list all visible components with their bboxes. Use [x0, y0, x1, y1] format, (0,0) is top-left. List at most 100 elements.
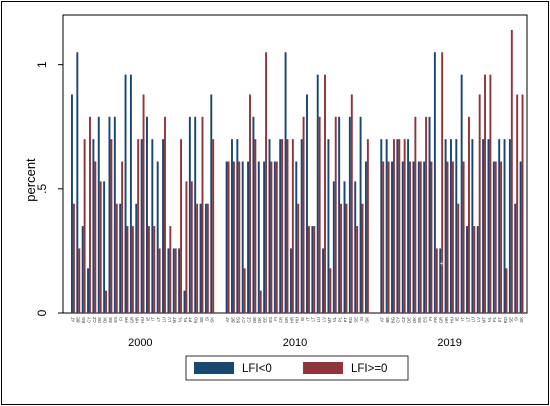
category-label: FR [433, 317, 438, 323]
category-label: IT [460, 317, 465, 321]
legend-label-lfi-neg: LFI<0 [242, 363, 272, 375]
bar-lfi-pos [265, 52, 268, 313]
category-label: CZ [401, 317, 406, 323]
bar-lfi-pos [275, 161, 278, 313]
bar-lfi-pos [387, 161, 390, 313]
category-label: SE [199, 317, 204, 323]
category-label: IE [145, 317, 150, 321]
plot-area [62, 14, 528, 314]
bar-lfi-neg [252, 116, 255, 313]
bar-lfi-neg [167, 248, 170, 313]
bar-lfi-neg [289, 248, 292, 313]
bar-lfi-neg [385, 139, 388, 313]
category-label: RO [503, 316, 508, 323]
bar-lfi-pos [313, 226, 316, 313]
bar-lfi-neg [188, 116, 191, 313]
bar-lfi-neg [338, 116, 341, 313]
bar-lfi-neg [396, 139, 399, 313]
category-label: SK [519, 317, 524, 323]
bar-lfi-pos [382, 161, 385, 313]
bar-lfi-pos [366, 139, 369, 313]
category-label: IE [300, 317, 305, 321]
bar-lfi-pos [500, 161, 503, 313]
bar-lfi-pos [419, 161, 422, 313]
category-label: NL [487, 316, 492, 322]
category-label: CZ [92, 317, 97, 323]
bar-lfi-neg [279, 139, 282, 313]
bar-lfi-neg [433, 52, 436, 313]
bar-lfi-neg [354, 181, 357, 313]
category-label: GR [129, 317, 134, 323]
bar-lfi-neg [306, 94, 308, 313]
bar-lfi-neg [87, 268, 90, 313]
bar-lfi-neg [103, 181, 106, 313]
y-tick-label: .5 [35, 184, 49, 194]
bar-lfi-pos [164, 116, 166, 313]
bar-lfi-pos [350, 94, 353, 313]
category-label: IT [305, 317, 310, 321]
category-label: HR [289, 317, 294, 323]
legend-swatch-lfi-neg [194, 362, 234, 374]
bar-lfi-pos [334, 116, 337, 313]
category-label: CY [241, 317, 246, 323]
bar-lfi-neg [108, 116, 111, 313]
bar-lfi-neg [194, 116, 197, 313]
category-label: FR [124, 317, 129, 323]
annotation-mark: + [440, 259, 445, 268]
bar-lfi-neg [514, 203, 517, 313]
bar-lfi-neg [119, 203, 122, 313]
panel-labels: 2000 2010 2019 [128, 337, 462, 349]
bar-lfi-neg [412, 161, 415, 313]
bar-lfi-neg [482, 139, 485, 313]
bar-lfi-neg [295, 161, 298, 313]
bar-lfi-neg [508, 139, 511, 313]
category-label: BG [390, 317, 395, 323]
legend: LFI<0 LFI>=0 [185, 355, 409, 381]
bar-lfi-pos [414, 116, 417, 313]
bar-lfi-neg [124, 74, 127, 313]
bar-lfi-pos [227, 161, 230, 313]
category-label: MT [481, 317, 486, 323]
bar-lfi-neg [204, 203, 207, 313]
bar-lfi-neg [210, 94, 213, 313]
category-label: LU [161, 317, 166, 322]
category-label: CY [86, 317, 91, 323]
category-label: HR [135, 317, 140, 323]
category-label: LV [321, 317, 326, 322]
category-label: NL [177, 316, 182, 322]
category-label: IT [151, 317, 156, 321]
bar-lfi-neg [247, 161, 250, 313]
bar-lfi-pos [478, 94, 481, 313]
category-label: ES [113, 317, 118, 323]
bar-lfi-neg [449, 139, 452, 313]
bar-lfi-pos [398, 139, 401, 313]
bar-lfi-neg [471, 139, 474, 313]
category-label: RO [194, 316, 199, 323]
bar-lfi-pos [345, 203, 348, 313]
bar-lfi-neg [129, 74, 132, 313]
bar-lfi-neg [428, 116, 431, 313]
bar-lfi-neg [162, 139, 165, 313]
bar-lfi-neg [348, 116, 351, 313]
bar-lfi-neg [311, 226, 314, 313]
legend-label-lfi-pos: LFI>=0 [351, 363, 387, 375]
category-label: CZ [246, 317, 251, 323]
category-label: SI [514, 317, 519, 321]
bar-lfi-pos [291, 139, 294, 313]
bar-lfi-neg [183, 290, 186, 313]
bar-lfi-pos [494, 161, 497, 313]
bar-lfi-neg [284, 52, 287, 313]
bar-lfi-neg [359, 116, 362, 313]
category-label: LT [311, 317, 316, 322]
bar-lfi-pos [467, 116, 470, 313]
category-label: FR [279, 317, 284, 323]
bar-lfi-pos [356, 226, 359, 313]
bar-lfi-pos [147, 226, 150, 313]
bar-lfi-neg [268, 139, 271, 313]
category-label: HU [140, 317, 145, 323]
category-label: SK [210, 317, 215, 323]
bar-lfi-pos [185, 181, 188, 313]
